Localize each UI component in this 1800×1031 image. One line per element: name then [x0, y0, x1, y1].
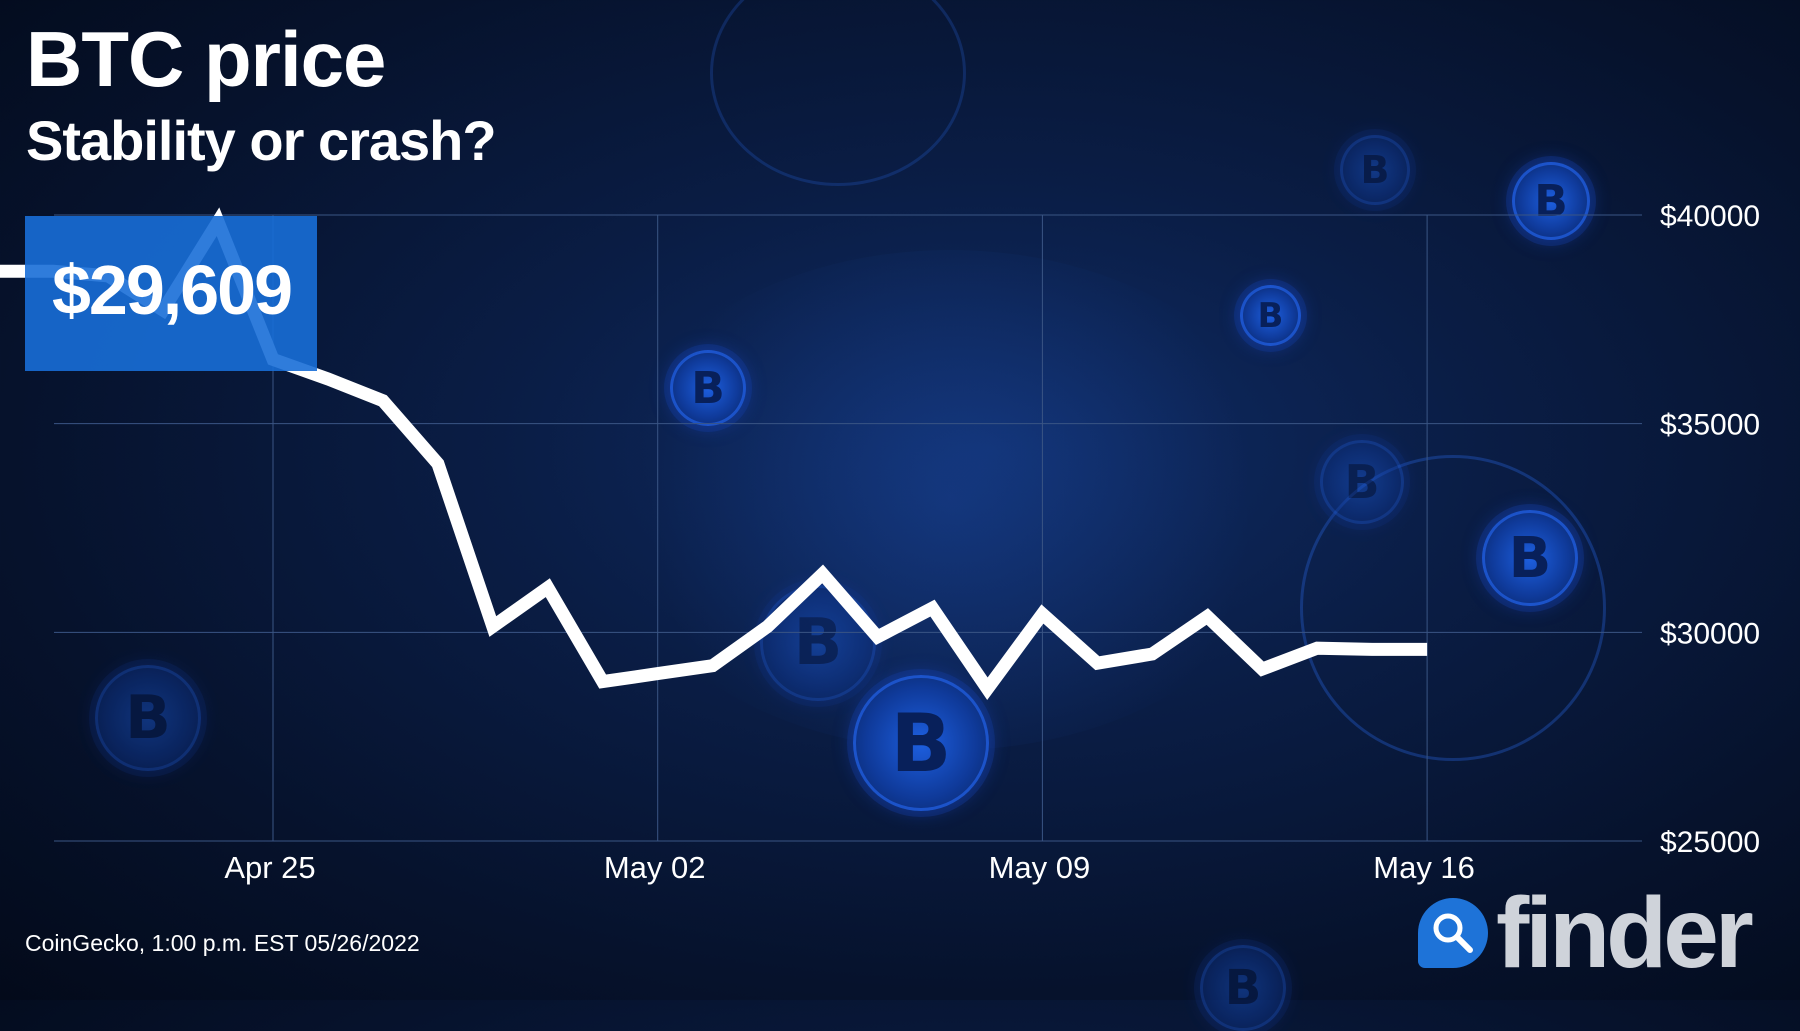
chart-title: BTC price [26, 14, 385, 105]
x-tick-label: May 02 [604, 850, 706, 885]
source-note: CoinGecko, 1:00 p.m. EST 05/26/2022 [25, 930, 420, 957]
y-tick-label: $40000 [1660, 200, 1760, 233]
y-tick-label: $25000 [1660, 826, 1760, 859]
finder-logo: finder [1418, 888, 1750, 978]
x-tick-label: Apr 25 [224, 850, 315, 885]
y-tick-label: $30000 [1660, 617, 1760, 650]
chart-subtitle: Stability or crash? [26, 108, 496, 173]
y-tick-label: $35000 [1660, 409, 1760, 442]
x-tick-label: May 16 [1373, 850, 1475, 885]
logo-text: finder [1496, 888, 1750, 978]
current-price: $29,609 [52, 250, 291, 330]
search-icon [1418, 898, 1488, 968]
y-axis-labels: $25000 $30000 $35000 $40000 [1660, 200, 1760, 859]
x-tick-label: May 09 [989, 850, 1091, 885]
x-axis-labels: Apr 25 May 02 May 09 May 16 [224, 850, 1475, 885]
